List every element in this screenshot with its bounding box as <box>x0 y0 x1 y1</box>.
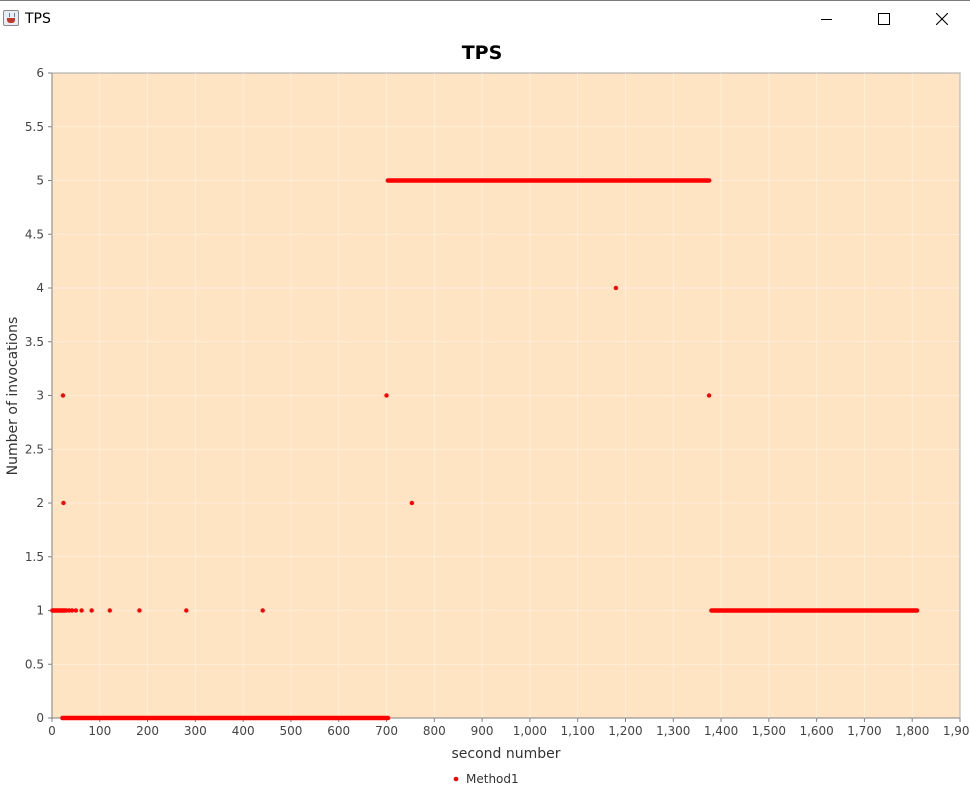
data-point <box>384 393 389 398</box>
close-icon[interactable] <box>913 1 970 39</box>
y-axis: 0 0.5 1 1.5 2 2.5 3 3.5 4 4.5 5 5.5 6 <box>25 66 52 725</box>
x-tick-label: 1,800 <box>895 724 929 738</box>
x-tick-label: 700 <box>375 724 398 738</box>
data-point <box>89 608 94 613</box>
data-point <box>137 608 142 613</box>
data-point <box>79 608 84 613</box>
data-point <box>260 608 265 613</box>
data-point <box>613 285 619 291</box>
y-tick-label: 3.5 <box>25 335 44 349</box>
data-point <box>73 608 79 613</box>
y-tick-label: 2 <box>36 496 44 510</box>
java-cup-icon <box>3 10 19 26</box>
y-tick-label: 5 <box>36 174 44 188</box>
x-tick-label: 1,600 <box>799 724 833 738</box>
y-tick-label: 4.5 <box>25 227 44 241</box>
x-tick-label: 300 <box>184 724 207 738</box>
series-method1 <box>50 178 920 721</box>
data-point <box>69 608 75 613</box>
x-axis: 0 100 200 300 400 500 600 700 800 900 1,000 1,100 1,… <box>48 718 970 738</box>
data-point <box>107 608 113 613</box>
x-tick-label: 500 <box>279 724 302 738</box>
y-tick-label: 1 <box>36 604 44 618</box>
x-tick-label: 1,300 <box>656 724 690 738</box>
data-point <box>706 393 712 398</box>
data-point <box>60 393 66 398</box>
minimize-icon[interactable] <box>797 1 855 39</box>
y-tick-label: 2.5 <box>25 442 44 456</box>
x-tick-label: 800 <box>423 724 446 738</box>
data-point <box>184 608 189 613</box>
x-axis-label: second number <box>451 746 560 762</box>
scatter-chart: TPS 0 100 200 300 400 500 600 700 800 900 1,000 1,1… <box>5 42 970 786</box>
data-point <box>409 500 415 506</box>
x-tick-label: 1,100 <box>561 724 595 738</box>
x-tick-label: 900 <box>471 724 494 738</box>
x-tick-label: 200 <box>136 724 159 738</box>
x-tick-label: 100 <box>88 724 111 738</box>
x-tick-label: 1,500 <box>752 724 786 738</box>
y-axis-label: Number of invocations <box>5 317 21 476</box>
y-tick-label: 3 <box>36 389 44 403</box>
x-tick-label: 1,400 <box>704 724 738 738</box>
y-tick-label: 5.5 <box>25 120 44 134</box>
x-tick-label: 400 <box>232 724 255 738</box>
y-tick-label: 0 <box>36 711 44 725</box>
x-tick-label: 1,000 <box>513 724 547 738</box>
x-tick-label: 1,200 <box>608 724 642 738</box>
chart-title: TPS <box>462 42 503 64</box>
x-tick-label: 1,700 <box>847 724 881 738</box>
y-tick-label: 4 <box>36 281 44 295</box>
window-titlebar: TPS <box>0 0 970 38</box>
window-title: TPS <box>25 11 51 27</box>
data-point <box>61 500 66 506</box>
y-tick-label: 1.5 <box>25 550 44 564</box>
y-tick-label: 6 <box>36 66 44 80</box>
legend-entry-method1: Method1 <box>466 772 519 786</box>
maximize-icon[interactable] <box>855 1 913 39</box>
x-tick-label: 1,900 <box>943 724 970 738</box>
x-tick-label: 600 <box>327 724 350 738</box>
x-tick-label: 0 <box>48 724 56 738</box>
legend: Method1 <box>453 772 519 786</box>
y-tick-label: 0.5 <box>25 657 44 671</box>
legend-marker <box>453 776 459 782</box>
